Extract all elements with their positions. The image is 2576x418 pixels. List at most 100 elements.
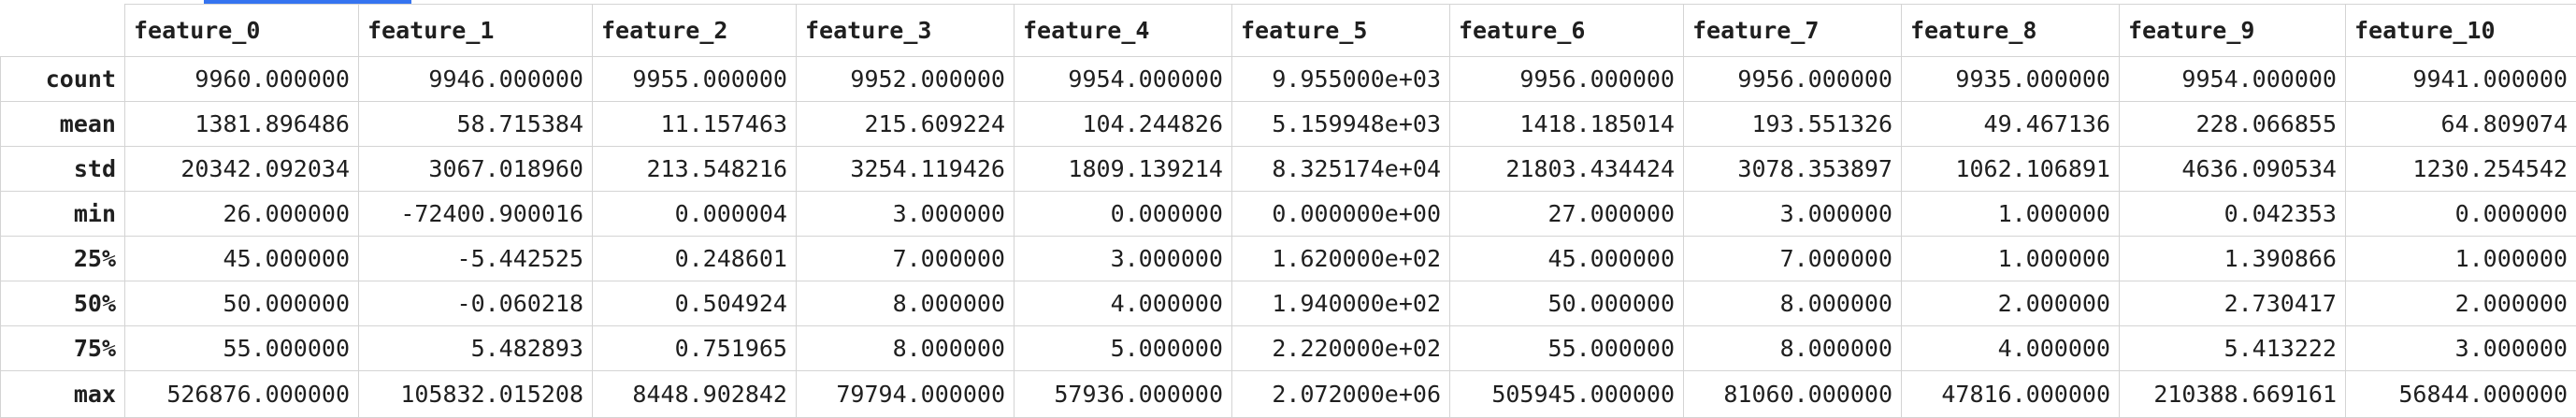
table-cell[interactable]: 45.000000 <box>125 237 359 281</box>
table-cell[interactable]: 9941.000000 <box>2346 57 2576 102</box>
table-cell[interactable]: 3067.018960 <box>359 147 593 192</box>
table-cell[interactable]: 1381.896486 <box>125 102 359 147</box>
table-cell[interactable]: 2.072000e+06 <box>1232 371 1450 418</box>
table-cell[interactable]: -5.442525 <box>359 237 593 281</box>
table-cell[interactable]: 213.548216 <box>593 147 797 192</box>
table-cell[interactable]: 9956.000000 <box>1450 57 1684 102</box>
table-cell[interactable]: 1.000000 <box>1902 192 2120 237</box>
table-cell[interactable]: 9955.000000 <box>593 57 797 102</box>
table-cell[interactable]: 47816.000000 <box>1902 371 2120 418</box>
table-cell[interactable]: 505945.000000 <box>1450 371 1684 418</box>
column-header-feature-9[interactable]: feature_9 <box>2120 5 2346 57</box>
table-cell[interactable]: 3254.119426 <box>797 147 1015 192</box>
table-cell[interactable]: 0.504924 <box>593 281 797 326</box>
column-header-feature-10[interactable]: feature_10 <box>2346 5 2576 57</box>
table-cell[interactable]: 55.000000 <box>1450 326 1684 371</box>
table-cell[interactable]: 0.042353 <box>2120 192 2346 237</box>
table-cell[interactable]: 5.413222 <box>2120 326 2346 371</box>
table-cell[interactable]: 4.000000 <box>1015 281 1232 326</box>
column-header-feature-6[interactable]: feature_6 <box>1450 5 1684 57</box>
table-cell[interactable]: 79794.000000 <box>797 371 1015 418</box>
table-cell[interactable]: 26.000000 <box>125 192 359 237</box>
table-cell[interactable]: 4.000000 <box>1902 326 2120 371</box>
table-cell[interactable]: 58.715384 <box>359 102 593 147</box>
table-cell[interactable]: 9.955000e+03 <box>1232 57 1450 102</box>
table-cell[interactable]: 2.220000e+02 <box>1232 326 1450 371</box>
table-cell[interactable]: 1.000000 <box>2346 237 2576 281</box>
table-cell[interactable]: 526876.000000 <box>125 371 359 418</box>
table-cell[interactable]: 1230.254542 <box>2346 147 2576 192</box>
table-cell[interactable]: 105832.015208 <box>359 371 593 418</box>
table-cell[interactable]: 8.000000 <box>797 326 1015 371</box>
table-cell[interactable]: 9954.000000 <box>2120 57 2346 102</box>
table-cell[interactable]: 57936.000000 <box>1015 371 1232 418</box>
column-header-feature-1[interactable]: feature_1 <box>359 5 593 57</box>
table-cell[interactable]: 1.390866 <box>2120 237 2346 281</box>
column-header-feature-5[interactable]: feature_5 <box>1232 5 1450 57</box>
column-header-feature-4[interactable]: feature_4 <box>1015 5 1232 57</box>
table-cell[interactable]: 2.000000 <box>1902 281 2120 326</box>
table-cell[interactable]: 0.000000 <box>2346 192 2576 237</box>
table-cell[interactable]: 5.482893 <box>359 326 593 371</box>
table-cell[interactable]: 3.000000 <box>1684 192 1902 237</box>
table-cell[interactable]: 8448.902842 <box>593 371 797 418</box>
table-cell[interactable]: 2.000000 <box>2346 281 2576 326</box>
table-cell[interactable]: 8.000000 <box>1684 281 1902 326</box>
table-cell[interactable]: 104.244826 <box>1015 102 1232 147</box>
table-cell[interactable]: 9960.000000 <box>125 57 359 102</box>
table-cell[interactable]: 1.940000e+02 <box>1232 281 1450 326</box>
table-cell[interactable]: 64.809074 <box>2346 102 2576 147</box>
table-row-count: count 9960.000000 9946.000000 9955.00000… <box>1 57 2576 102</box>
column-header-feature-7[interactable]: feature_7 <box>1684 5 1902 57</box>
table-cell[interactable]: 49.467136 <box>1902 102 2120 147</box>
table-cell[interactable]: 210388.669161 <box>2120 371 2346 418</box>
table-cell[interactable]: 55.000000 <box>125 326 359 371</box>
table-cell[interactable]: 0.000000e+00 <box>1232 192 1450 237</box>
table-cell[interactable]: 9946.000000 <box>359 57 593 102</box>
table-cell[interactable]: 193.551326 <box>1684 102 1902 147</box>
table-cell[interactable]: 7.000000 <box>797 237 1015 281</box>
table-cell[interactable]: 2.730417 <box>2120 281 2346 326</box>
table-cell[interactable]: 4636.090534 <box>2120 147 2346 192</box>
table-cell[interactable]: 1062.106891 <box>1902 147 2120 192</box>
table-cell[interactable]: 3.000000 <box>1015 237 1232 281</box>
table-cell[interactable]: 8.000000 <box>1684 326 1902 371</box>
table-cell[interactable]: 228.066855 <box>2120 102 2346 147</box>
table-cell[interactable]: 27.000000 <box>1450 192 1684 237</box>
table-cell[interactable]: 20342.092034 <box>125 147 359 192</box>
column-header-feature-8[interactable]: feature_8 <box>1902 5 2120 57</box>
column-header-feature-0[interactable]: feature_0 <box>125 5 359 57</box>
table-cell[interactable]: 21803.434424 <box>1450 147 1684 192</box>
table-cell[interactable]: 45.000000 <box>1450 237 1684 281</box>
table-cell[interactable]: 1418.185014 <box>1450 102 1684 147</box>
column-header-feature-3[interactable]: feature_3 <box>797 5 1015 57</box>
table-cell[interactable]: 50.000000 <box>1450 281 1684 326</box>
table-cell[interactable]: 5.000000 <box>1015 326 1232 371</box>
table-cell[interactable]: 0.248601 <box>593 237 797 281</box>
column-header-feature-2[interactable]: feature_2 <box>593 5 797 57</box>
table-cell[interactable]: 9935.000000 <box>1902 57 2120 102</box>
table-cell[interactable]: 56844.000000 <box>2346 371 2576 418</box>
table-cell[interactable]: 8.000000 <box>797 281 1015 326</box>
table-cell[interactable]: 1.000000 <box>1902 237 2120 281</box>
table-cell[interactable]: 1.620000e+02 <box>1232 237 1450 281</box>
table-cell[interactable]: 215.609224 <box>797 102 1015 147</box>
table-cell[interactable]: 9956.000000 <box>1684 57 1902 102</box>
table-cell[interactable]: -0.060218 <box>359 281 593 326</box>
table-cell[interactable]: 0.000000 <box>1015 192 1232 237</box>
table-cell[interactable]: 9954.000000 <box>1015 57 1232 102</box>
table-cell[interactable]: 7.000000 <box>1684 237 1902 281</box>
table-cell[interactable]: 3.000000 <box>797 192 1015 237</box>
table-cell[interactable]: 0.751965 <box>593 326 797 371</box>
table-cell[interactable]: 11.157463 <box>593 102 797 147</box>
table-cell[interactable]: 0.000004 <box>593 192 797 237</box>
table-cell[interactable]: 3078.353897 <box>1684 147 1902 192</box>
table-cell[interactable]: 81060.000000 <box>1684 371 1902 418</box>
table-cell[interactable]: 50.000000 <box>125 281 359 326</box>
table-cell[interactable]: 3.000000 <box>2346 326 2576 371</box>
table-cell[interactable]: 1809.139214 <box>1015 147 1232 192</box>
table-cell[interactable]: 5.159948e+03 <box>1232 102 1450 147</box>
table-cell[interactable]: -72400.900016 <box>359 192 593 237</box>
table-cell[interactable]: 8.325174e+04 <box>1232 147 1450 192</box>
table-cell[interactable]: 9952.000000 <box>797 57 1015 102</box>
